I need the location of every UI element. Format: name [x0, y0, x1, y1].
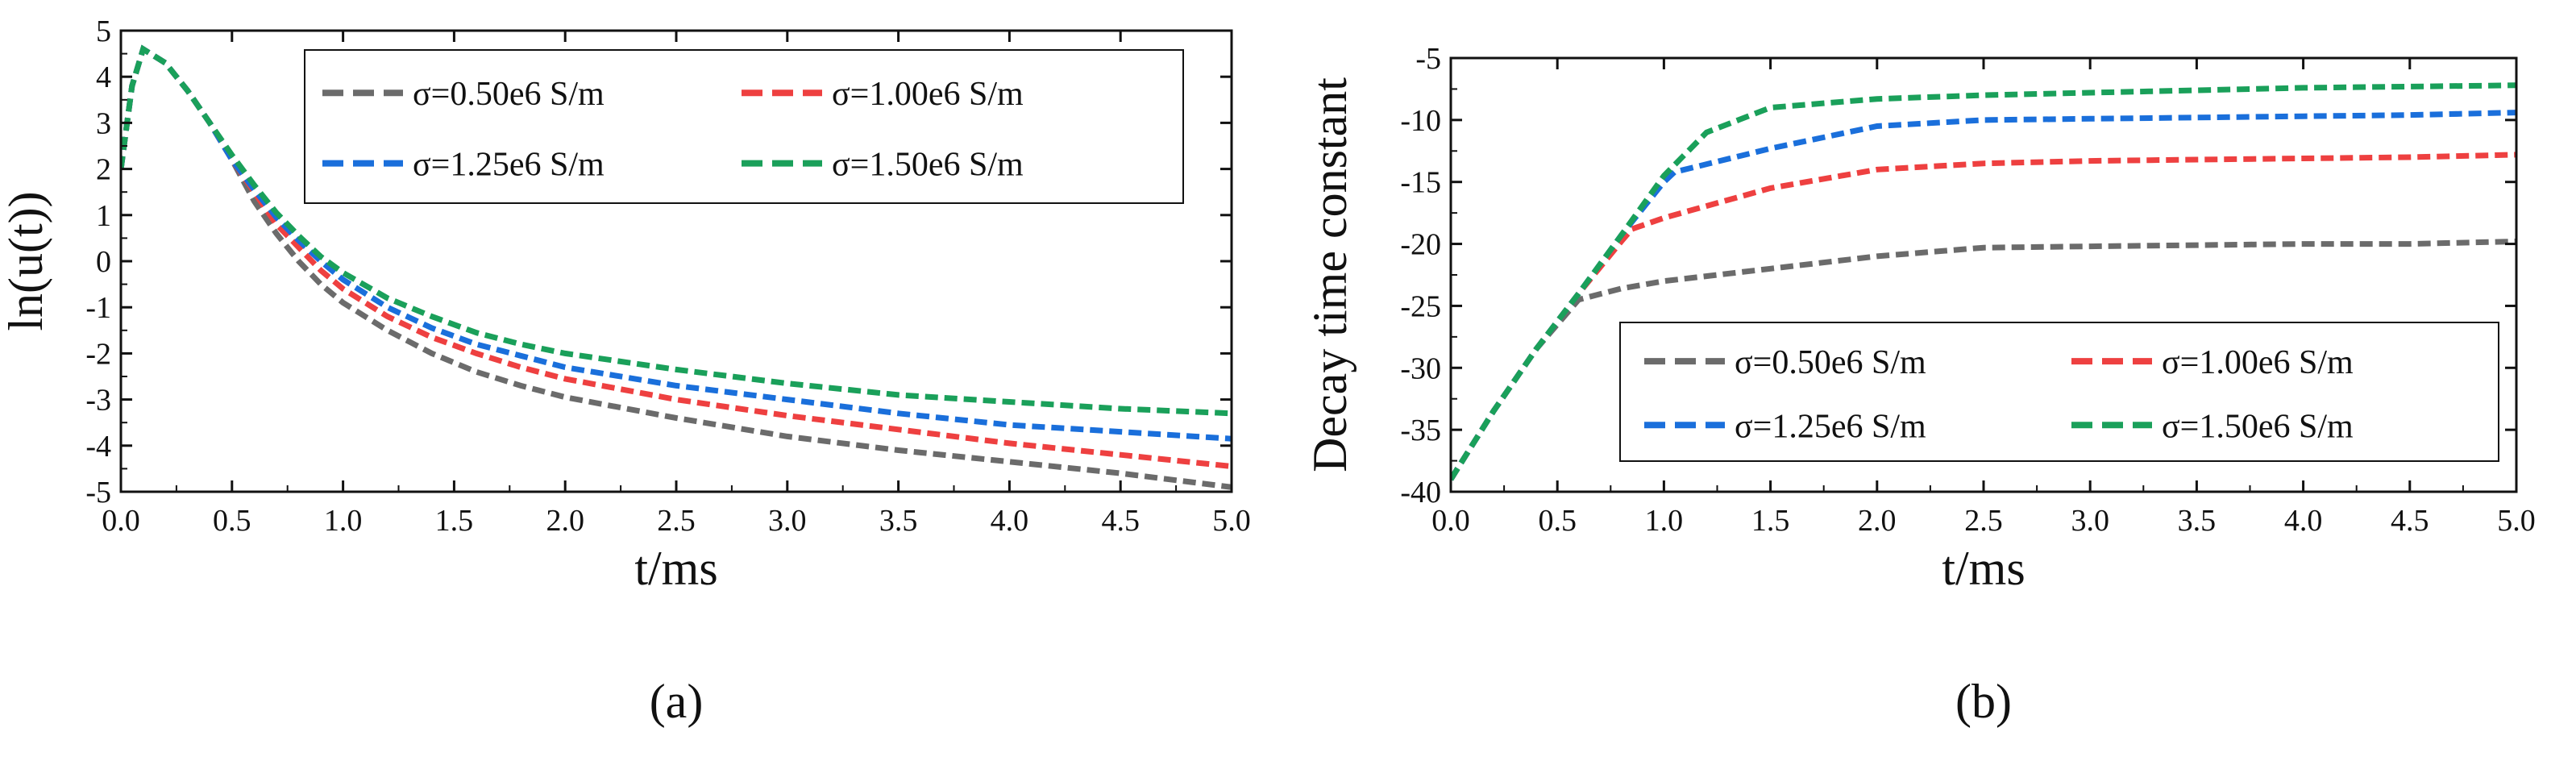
x-tick-label: 1.0 [324, 504, 363, 538]
y-tick-label: -15 [1400, 166, 1441, 200]
y-tick-label: 5 [96, 15, 111, 48]
x-tick-label: 4.0 [991, 504, 1029, 538]
x-tick-label: 3.0 [2071, 504, 2109, 538]
x-tick-label: 0.0 [1431, 504, 1470, 538]
x-tick-label: 1.5 [435, 504, 474, 538]
y-tick-label: 2 [96, 153, 111, 187]
x-tick-label: 0.5 [1538, 504, 1577, 538]
legend-label-1: σ=1.00e6 S/m [2162, 344, 2354, 381]
legend-label-0: σ=0.50e6 S/m [413, 76, 605, 113]
legend-label-3: σ=1.50e6 S/m [832, 147, 1024, 184]
x-tick-label: 2.0 [1858, 504, 1897, 538]
x-tick-label: 5.0 [2497, 504, 2536, 538]
x-tick-label: 4.0 [2284, 504, 2323, 538]
legend-box [304, 49, 1184, 204]
x-axis-label: t/ms [634, 542, 717, 595]
legend-box [1619, 322, 2499, 462]
x-tick-label: 0.0 [102, 504, 140, 538]
y-tick-label: -35 [1400, 414, 1441, 447]
x-tick-label: 3.0 [768, 504, 807, 538]
y-tick-label: -5 [85, 476, 111, 509]
x-tick-label: 2.5 [1964, 504, 2003, 538]
y-tick-label: -5 [1415, 42, 1441, 76]
series-line-3 [1451, 82, 2516, 481]
x-tick-label: 2.0 [546, 504, 584, 538]
legend-label-3: σ=1.50e6 S/m [2162, 408, 2354, 445]
y-tick-label: -1 [85, 291, 111, 325]
y-tick-label: 3 [96, 106, 111, 140]
x-tick-label: 5.0 [1212, 504, 1251, 538]
y-tick-label: -25 [1400, 289, 1441, 323]
y-tick-label: -10 [1400, 104, 1441, 138]
panel-caption: (a) [650, 675, 704, 728]
x-tick-label: 2.5 [657, 504, 696, 538]
chart-panel-b: 0.0 0.5 1.0 1.5 2.0 2.5 3.0 3.5 4.0 4.5 5.0 -40 -35 -… [1303, 42, 2536, 728]
y-tick-label: 1 [96, 199, 111, 233]
x-axis-label: t/ms [1942, 542, 2025, 595]
y-tick-label: 0 [96, 245, 111, 279]
y-axis-label: ln(u(t)) [0, 191, 52, 331]
legend-label-2: σ=1.25e6 S/m [1735, 408, 1926, 445]
y-tick-label: 4 [96, 60, 111, 94]
legend-label-1: σ=1.00e6 S/m [832, 76, 1024, 113]
x-tick-label: 3.5 [2178, 504, 2217, 538]
panel-caption: (b) [1955, 675, 2012, 728]
x-tick-label: 1.5 [1751, 504, 1790, 538]
y-tick-label: -20 [1400, 228, 1441, 262]
chart-panel-a: 0.0 0.5 1.0 1.5 2.0 2.5 3.0 3.5 4.0 4.5 5.0 -5 -4 -3 -… [0, 15, 1251, 728]
y-tick-label: -4 [85, 430, 111, 464]
legend-label-0: σ=0.50e6 S/m [1735, 344, 1926, 381]
x-tick-label: 4.5 [2391, 504, 2429, 538]
y-tick-label: -3 [85, 384, 111, 418]
x-tick-label: 1.0 [1645, 504, 1684, 538]
y-tick-label: -40 [1400, 476, 1441, 509]
x-tick-label: 4.5 [1101, 504, 1140, 538]
x-tick-label: 0.5 [213, 504, 251, 538]
legend-label-2: σ=1.25e6 S/m [413, 147, 605, 184]
series-line-0 [121, 44, 1232, 490]
y-axis-label: Decay time constant [1303, 77, 1357, 472]
x-tick-label: 3.5 [879, 504, 918, 538]
y-tick-label: -2 [85, 337, 111, 371]
series-line-2 [121, 44, 1232, 442]
y-tick-label: -30 [1400, 351, 1441, 385]
series-line-1 [121, 44, 1232, 469]
